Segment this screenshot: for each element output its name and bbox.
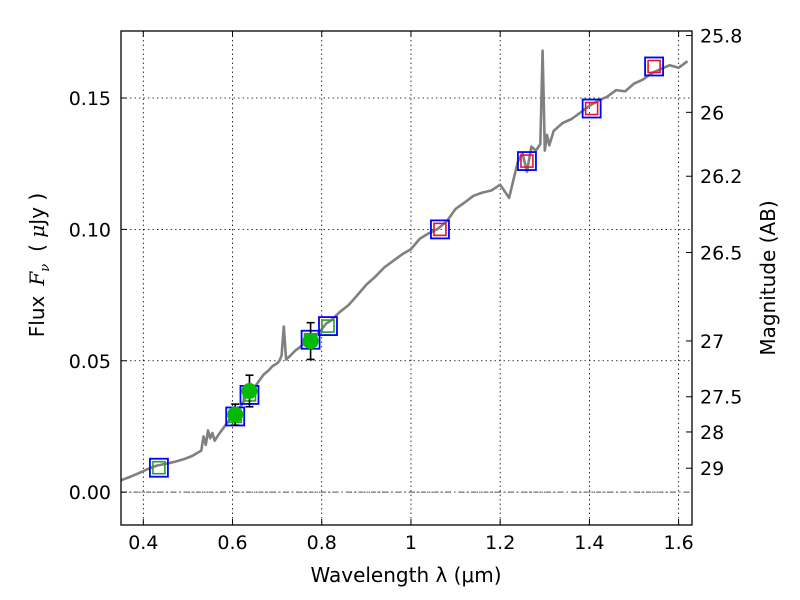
x-tick-label: 0.6 bbox=[217, 532, 247, 554]
grid-lines bbox=[121, 31, 692, 525]
y-tick-label: 0.15 bbox=[69, 88, 111, 110]
spectrum-line bbox=[121, 51, 688, 481]
y2-tick-label: 26 bbox=[700, 102, 724, 124]
x-tick-label: 1 bbox=[405, 532, 417, 554]
x-tick-label: 1.4 bbox=[574, 532, 604, 554]
y2-tick-label: 27 bbox=[700, 331, 724, 353]
sed-chart: 0.4 0.6 0.8 1 1.2 1.4 1.6 0.00 0.05 0.10 0.15 25.8 2… bbox=[0, 0, 800, 600]
plot-area bbox=[121, 51, 692, 492]
y-axis-label: FluxFν( μJy ) bbox=[25, 193, 53, 337]
y2-tick-label: 26.5 bbox=[700, 243, 742, 265]
observed-point bbox=[242, 383, 257, 398]
y2-tick-label: 28 bbox=[700, 422, 724, 444]
y-tick-label: 0.00 bbox=[69, 482, 111, 504]
plot-frame bbox=[121, 31, 692, 525]
y2-tick-label: 26.2 bbox=[700, 166, 742, 188]
x-tick-label: 1.2 bbox=[485, 532, 515, 554]
y-tick-label: 0.10 bbox=[69, 219, 111, 241]
y2-axis-label: Magnitude (AB) bbox=[756, 200, 780, 355]
observed-point bbox=[303, 334, 318, 349]
x-axis-label: Wavelength λ (μm) bbox=[310, 563, 501, 587]
y2-tick-label: 27.5 bbox=[700, 387, 742, 409]
y2-tick-label: 29 bbox=[700, 458, 724, 480]
y2-tick-label: 25.8 bbox=[700, 26, 742, 48]
axes: 0.4 0.6 0.8 1 1.2 1.4 1.6 0.00 0.05 0.10 0.15 25.8 2… bbox=[69, 26, 743, 554]
x-tick-label: 1.6 bbox=[664, 532, 694, 554]
x-tick-label: 0.8 bbox=[307, 532, 337, 554]
observed-point bbox=[228, 407, 243, 422]
y-tick-label: 0.05 bbox=[69, 351, 111, 373]
x-tick-label: 0.4 bbox=[128, 532, 158, 554]
